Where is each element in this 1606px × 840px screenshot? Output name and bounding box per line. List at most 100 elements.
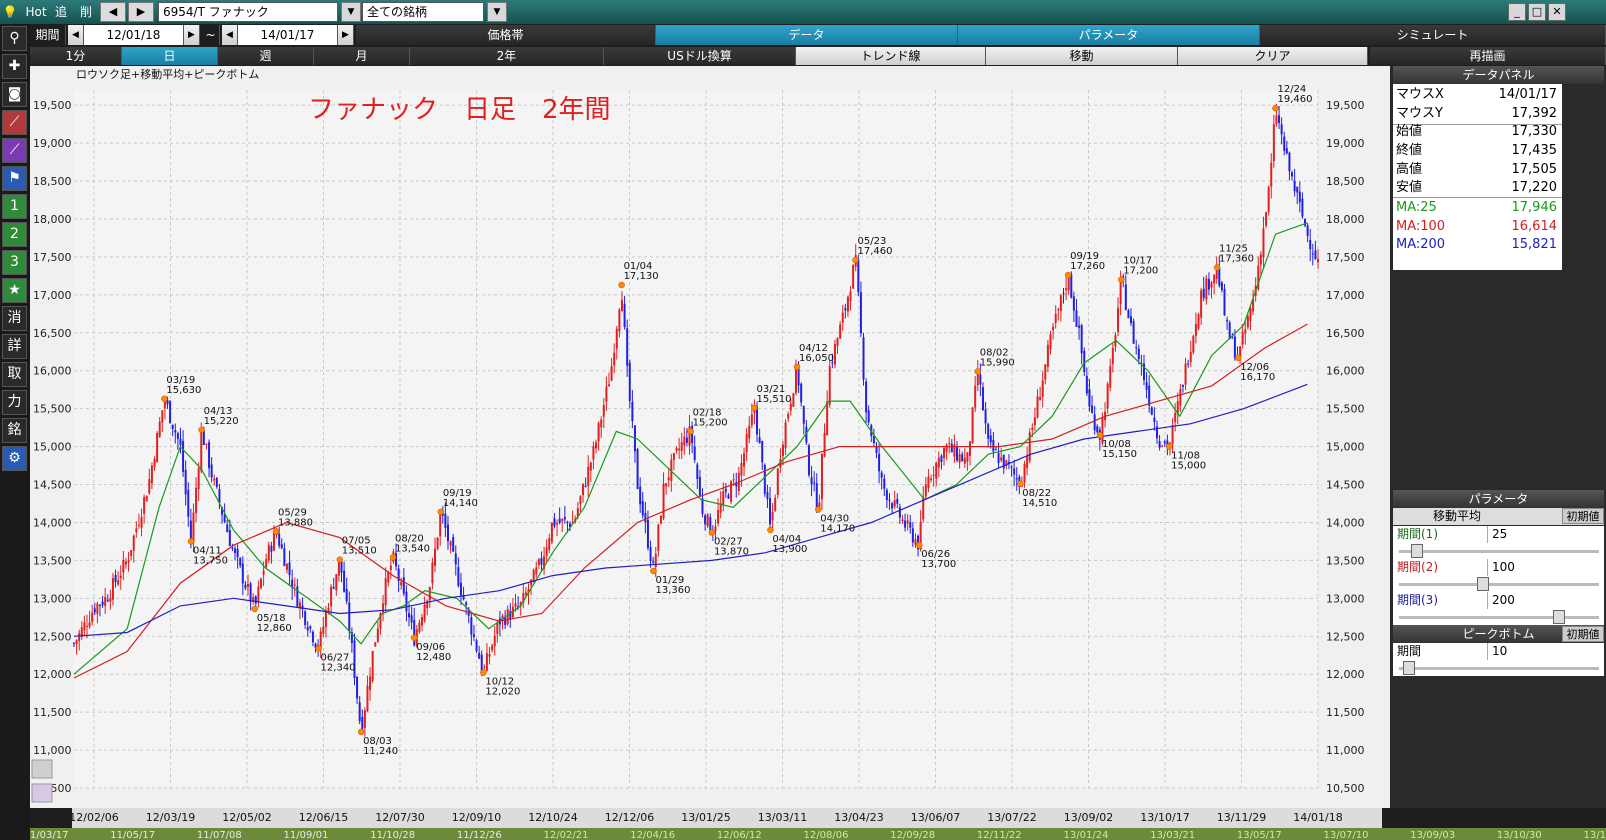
- candle-body: [1153, 417, 1156, 423]
- candle-body: [1033, 417, 1036, 426]
- date-from-input[interactable]: 12/01/18: [84, 25, 184, 45]
- tab-data[interactable]: データ: [656, 25, 958, 45]
- candle-body: [602, 405, 605, 417]
- slider-knob[interactable]: [1411, 544, 1423, 558]
- issue-button[interactable]: 銘: [2, 418, 27, 443]
- slider-knob[interactable]: [1553, 610, 1565, 624]
- date-to-input[interactable]: 14/01/17: [238, 25, 338, 45]
- btn-move[interactable]: 移動: [986, 47, 1178, 65]
- hot-button[interactable]: Hot: [25, 5, 47, 19]
- peak-marker: [751, 404, 758, 412]
- bulb-icon[interactable]: 💡: [2, 5, 18, 19]
- delete-button[interactable]: 削: [79, 5, 92, 19]
- slider-knob[interactable]: [1403, 661, 1415, 675]
- candle-body: [85, 626, 88, 628]
- btn-day[interactable]: 日: [122, 47, 218, 65]
- candle-body: [1223, 289, 1226, 316]
- date-axis: 12/02/06 12/03/19 12/05/02 12/06/15 12/07/30…: [30, 808, 1606, 840]
- ma-period3-input[interactable]: 200: [1487, 592, 1602, 609]
- x-tick-label: 12/06/15: [299, 811, 348, 824]
- btn-week[interactable]: 週: [218, 47, 314, 65]
- tool-2-button[interactable]: 2: [2, 222, 27, 247]
- crosshair-icon[interactable]: ✚: [2, 54, 27, 79]
- btn-clear[interactable]: クリア: [1178, 47, 1368, 65]
- peak-date-label: 08/03: [363, 736, 392, 747]
- chart-overlay-icon[interactable]: ⟋: [2, 138, 27, 163]
- candle-body: [278, 533, 281, 546]
- close-icon[interactable]: ✕: [1548, 3, 1566, 21]
- universe-dropdown-icon[interactable]: ▼: [487, 2, 507, 22]
- peak-period-input[interactable]: 10: [1487, 643, 1602, 660]
- trade-button[interactable]: 取: [2, 362, 27, 387]
- date-to-prev-icon[interactable]: ◀: [222, 25, 238, 45]
- chart-title: ファナック 日足 2年間: [308, 95, 611, 125]
- peak-value-label: 12,340: [321, 662, 356, 673]
- peak-marker: [974, 368, 982, 375]
- add-button[interactable]: 追: [54, 5, 67, 19]
- star-icon[interactable]: ★: [2, 278, 27, 303]
- candle-body: [535, 567, 538, 575]
- gear-icon[interactable]: ⚙: [2, 446, 27, 471]
- date-from-next-icon[interactable]: ▶: [184, 25, 200, 45]
- next-arrow-icon[interactable]: ▶: [128, 2, 154, 22]
- detail-button[interactable]: 詳: [2, 334, 27, 359]
- candle-body: [989, 435, 992, 443]
- erase-button[interactable]: 消: [2, 306, 27, 331]
- camera-icon[interactable]: ◙: [2, 82, 27, 107]
- candle-body: [961, 454, 964, 462]
- candle-body: [667, 477, 670, 481]
- slider-knob[interactable]: [1477, 577, 1489, 591]
- peak-value-label: 17,360: [1219, 254, 1254, 265]
- flag-icon[interactable]: ⚑: [2, 166, 27, 191]
- ma-period1-input[interactable]: 25: [1487, 526, 1602, 543]
- tab-parameter[interactable]: パラメータ: [958, 25, 1260, 45]
- y-tick-label-right: 14,000: [1326, 516, 1365, 529]
- btn-redraw[interactable]: 再描画: [1370, 47, 1606, 65]
- x-tick-label: 12/12/06: [605, 811, 654, 824]
- power-button[interactable]: 力: [2, 390, 27, 415]
- tab-price-band[interactable]: 価格帯: [356, 25, 656, 45]
- candle-body: [480, 654, 483, 672]
- btn-2year[interactable]: 2年: [410, 47, 604, 65]
- universe-select[interactable]: 全ての銘柄: [362, 2, 484, 22]
- symbol-dropdown-icon[interactable]: ▼: [341, 2, 361, 22]
- line-chart-icon[interactable]: ⟋: [2, 110, 27, 135]
- ma-period1-slider[interactable]: [1399, 544, 1599, 558]
- candle-body: [343, 570, 346, 592]
- minimize-icon[interactable]: _: [1508, 3, 1526, 21]
- peak-reset-button[interactable]: 初期値: [1562, 626, 1604, 642]
- date-to-next-icon[interactable]: ▶: [338, 25, 354, 45]
- candle-body: [1135, 347, 1138, 349]
- tab-simulate[interactable]: シミュレート: [1260, 25, 1606, 45]
- search-icon[interactable]: ⚲: [2, 26, 27, 51]
- candle-body: [659, 516, 662, 524]
- btn-usd[interactable]: USドル換算: [604, 47, 796, 65]
- ma-period2-input[interactable]: 100: [1487, 559, 1602, 576]
- tool-1-button[interactable]: 1: [2, 194, 27, 219]
- peak-marker: [480, 669, 487, 676]
- candle-body: [327, 608, 330, 612]
- btn-trendline[interactable]: トレンド線: [796, 47, 986, 65]
- ma-period2-slider[interactable]: [1399, 577, 1599, 591]
- btn-1min[interactable]: 1分: [30, 47, 122, 65]
- price-chart[interactable]: 10,50010,50011,00011,00011,50011,50012,0…: [30, 66, 1390, 808]
- candle-body: [891, 503, 894, 509]
- maximize-icon[interactable]: □: [1528, 3, 1546, 21]
- prev-arrow-icon[interactable]: ◀: [100, 2, 126, 22]
- btn-month[interactable]: 月: [314, 47, 410, 65]
- symbol-input[interactable]: 6954/T ファナック: [158, 2, 338, 22]
- peak-period-row: 期間 10: [1393, 643, 1604, 660]
- ma-reset-button[interactable]: 初期値: [1562, 508, 1604, 524]
- ma-period1-track-bg: [1393, 543, 1604, 559]
- peak-period-slider[interactable]: [1399, 661, 1599, 675]
- candle-body: [1298, 191, 1301, 203]
- candle-body: [244, 584, 247, 589]
- candle-body: [797, 364, 800, 386]
- y-tick-label-left: 15,000: [33, 441, 72, 454]
- date-axis-svg: 12/02/06 12/03/19 12/05/02 12/06/15 12/07/30…: [30, 811, 1606, 840]
- ma-period3-slider[interactable]: [1399, 610, 1599, 624]
- candle-body: [1252, 298, 1255, 312]
- candle-body: [106, 599, 109, 602]
- date-from-prev-icon[interactable]: ◀: [68, 25, 84, 45]
- tool-3-button[interactable]: 3: [2, 250, 27, 275]
